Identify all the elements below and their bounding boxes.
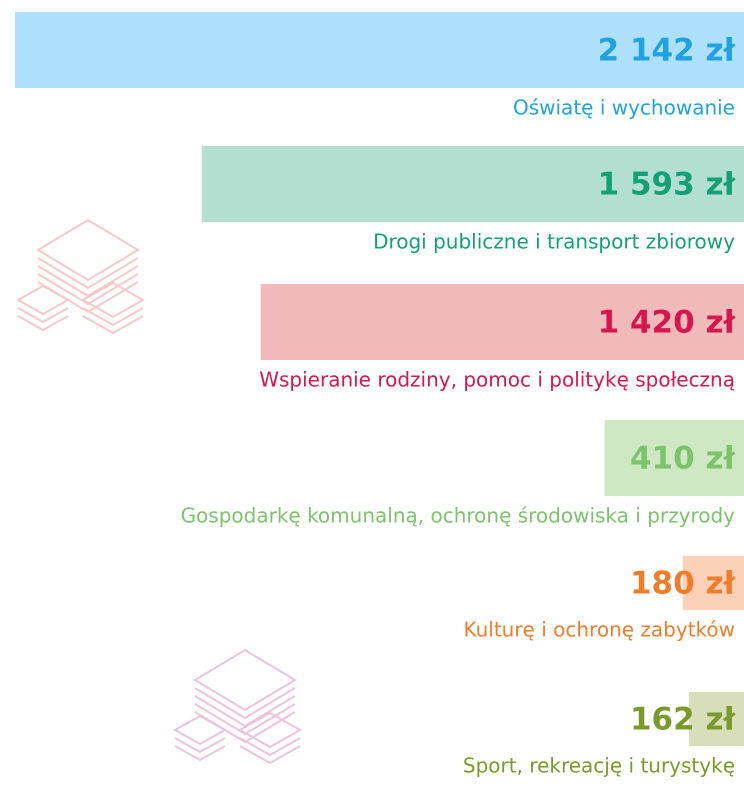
category-label: Sport, rekreację i turystykę (463, 754, 735, 778)
category-label: Gospodarkę komunalną, ochronę środowiska… (181, 504, 736, 528)
category-label: Wspieranie rodziny, pomoc i politykę spo… (259, 368, 735, 392)
value-label: 2 142 zł (598, 33, 737, 69)
value-label: 162 zł (630, 702, 737, 738)
category-label: Oświatę i wychowanie (513, 96, 735, 120)
category-label: Kulturę i ochronę zabytków (463, 618, 735, 642)
value-label: 410 zł (630, 441, 737, 477)
money-icon (18, 220, 143, 333)
value-label: 180 zł (630, 566, 737, 602)
category-label: Drogi publiczne i transport zbiorowy (373, 230, 735, 254)
value-label: 1 593 zł (598, 167, 737, 203)
value-label: 1 420 zł (598, 305, 737, 341)
chart: 2 142 zł Oświatę i wychowanie 1 593 zł Drog… (0, 0, 744, 801)
money-icon (175, 650, 300, 763)
